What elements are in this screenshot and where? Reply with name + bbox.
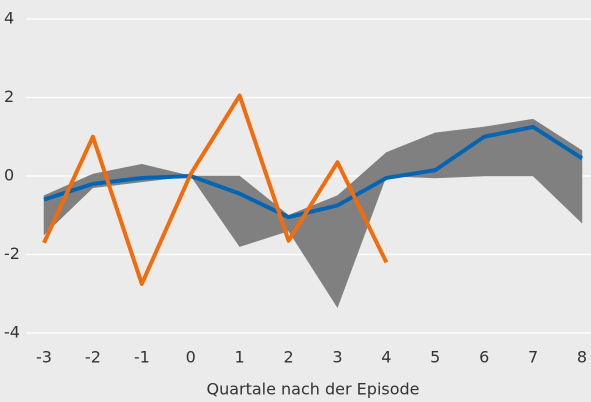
x-tick-label: 5 bbox=[430, 348, 440, 367]
band-segment bbox=[532, 118, 583, 224]
x-tick-label: -1 bbox=[134, 348, 150, 367]
x-tick-label: 7 bbox=[528, 348, 538, 367]
x-tick-label: 8 bbox=[577, 348, 587, 367]
x-tick-label: -3 bbox=[36, 348, 52, 367]
x-axis-label: Quartale nach der Episode bbox=[206, 380, 419, 399]
x-tick-label: 6 bbox=[479, 348, 489, 367]
x-tick-label: -2 bbox=[85, 348, 101, 367]
y-tick-label: 0 bbox=[4, 166, 14, 185]
x-tick-label: 4 bbox=[381, 348, 391, 367]
y-tick-label: -4 bbox=[4, 323, 20, 342]
series-line bbox=[42, 93, 389, 286]
series-line bbox=[43, 124, 584, 220]
x-tick-label: 2 bbox=[283, 348, 293, 367]
y-tick-label: -2 bbox=[4, 244, 20, 263]
y-tick-label: 4 bbox=[4, 9, 14, 28]
y-tick-label: 2 bbox=[4, 87, 14, 106]
x-tick-label: 0 bbox=[186, 348, 196, 367]
x-tick-label: 3 bbox=[332, 348, 342, 367]
x-tick-label: 1 bbox=[235, 348, 245, 367]
